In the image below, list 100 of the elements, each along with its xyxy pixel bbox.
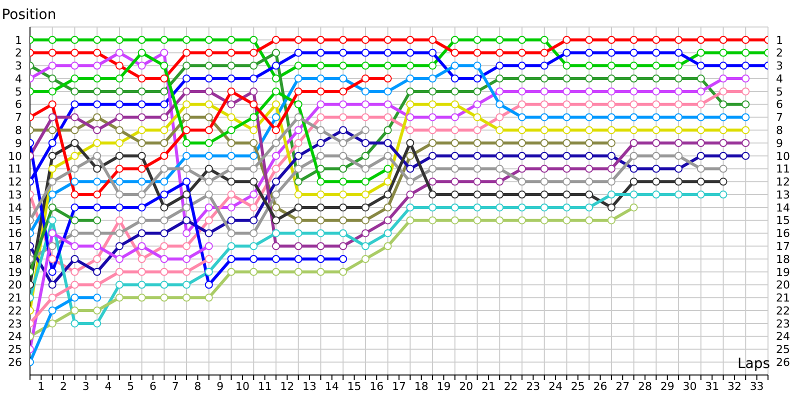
point — [70, 319, 79, 328]
point — [115, 152, 124, 160]
point — [384, 152, 392, 160]
x-tick-label: 22 — [504, 380, 518, 393]
point — [384, 62, 392, 70]
point — [182, 255, 191, 263]
y2-tick-label: 4 — [776, 72, 783, 86]
x-tick-label: 20 — [459, 380, 474, 393]
point — [272, 242, 280, 250]
point — [428, 152, 437, 160]
point — [204, 190, 213, 199]
point — [48, 242, 56, 250]
point — [48, 113, 56, 122]
point — [674, 126, 683, 134]
point — [496, 203, 504, 212]
point — [585, 36, 594, 44]
point — [518, 62, 526, 70]
x-tick-label: 32 — [727, 380, 742, 393]
point — [272, 178, 280, 186]
point — [562, 152, 571, 160]
point — [316, 178, 325, 186]
point — [294, 190, 302, 199]
point — [562, 203, 571, 212]
point — [138, 268, 146, 276]
point — [182, 242, 191, 250]
point — [182, 229, 191, 238]
point — [48, 268, 56, 276]
point — [294, 242, 302, 250]
point — [450, 164, 459, 173]
point — [496, 178, 504, 186]
point — [250, 190, 258, 199]
point — [674, 100, 683, 108]
point — [182, 139, 191, 147]
point — [518, 216, 526, 224]
point — [294, 164, 302, 173]
point — [204, 229, 213, 238]
point — [428, 216, 437, 224]
point — [339, 100, 348, 108]
point — [428, 48, 437, 57]
point — [272, 139, 280, 147]
x-tick-label: 11 — [258, 380, 272, 393]
point — [204, 62, 213, 70]
point — [70, 294, 79, 302]
y2-tick-label: 1 — [776, 34, 783, 47]
point — [272, 113, 280, 122]
y-tick-label: 24 — [8, 330, 22, 344]
point — [719, 36, 728, 44]
point — [742, 100, 750, 108]
y2-tick-label: 22 — [776, 304, 790, 318]
point — [540, 48, 548, 57]
point — [70, 203, 79, 212]
point — [48, 62, 56, 70]
point — [406, 62, 414, 70]
point — [316, 126, 325, 134]
point — [138, 62, 146, 70]
point — [361, 126, 370, 134]
point — [138, 164, 146, 173]
point — [48, 229, 56, 238]
point — [607, 203, 616, 212]
point — [182, 203, 191, 212]
point — [272, 190, 280, 199]
point — [70, 48, 79, 57]
x-tick-label: 1 — [38, 380, 45, 393]
point — [562, 216, 571, 224]
point — [48, 36, 56, 44]
point — [518, 36, 526, 44]
point — [339, 113, 348, 122]
point — [250, 100, 258, 108]
point — [316, 87, 325, 96]
point — [450, 126, 459, 134]
point — [473, 216, 482, 224]
point — [294, 36, 302, 44]
point — [339, 229, 348, 238]
point — [339, 164, 348, 173]
point — [70, 280, 79, 289]
x-tick-label: 4 — [104, 380, 112, 393]
x-tick-label: 9 — [216, 380, 224, 393]
y2-tick-label: 3 — [776, 60, 783, 73]
point — [585, 48, 594, 57]
point — [182, 100, 191, 108]
point — [540, 190, 548, 199]
point — [115, 164, 124, 173]
point — [361, 242, 370, 250]
point — [138, 242, 146, 250]
point — [272, 255, 280, 263]
point — [562, 62, 571, 70]
point — [250, 178, 258, 186]
point — [630, 100, 638, 108]
y2-tick-label: 11 — [776, 162, 790, 176]
point — [607, 48, 616, 57]
point — [540, 152, 548, 160]
point — [294, 74, 302, 83]
point — [562, 74, 571, 83]
x-tick-label: 2 — [60, 380, 68, 393]
point — [630, 113, 638, 122]
point — [138, 87, 146, 96]
point — [719, 190, 728, 199]
point — [182, 62, 191, 70]
y-tick-label: 17 — [8, 240, 22, 254]
point — [250, 268, 258, 276]
